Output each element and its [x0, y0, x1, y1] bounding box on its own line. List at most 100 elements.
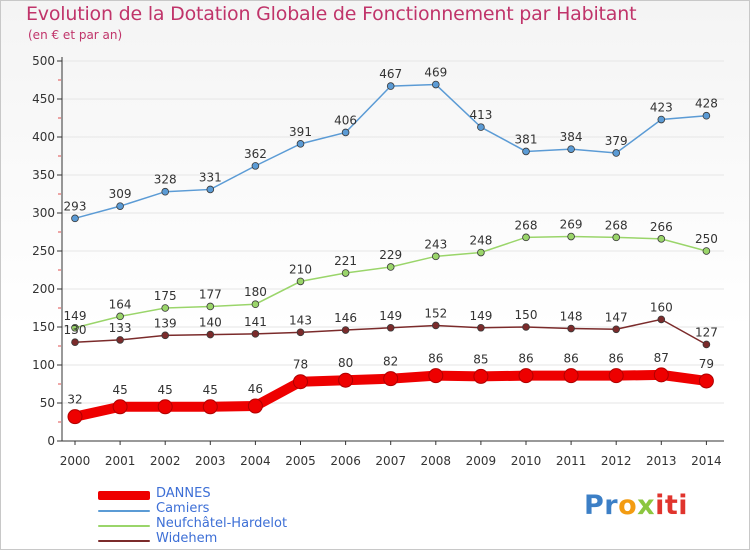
legend-label-widehem: Widehem — [156, 531, 218, 546]
legend-label-camiers: Camiers — [156, 501, 210, 516]
data-label-dannes: 78 — [293, 358, 308, 372]
data-label-widehem: 127 — [695, 325, 718, 339]
data-label-camiers: 293 — [64, 199, 87, 213]
point-camiers — [296, 140, 305, 148]
point-camiers — [522, 147, 530, 156]
legend-label-dannes: DANNES — [156, 486, 211, 501]
data-label-widehem: 152 — [424, 306, 447, 320]
point-widehem — [567, 324, 575, 333]
x-tick-label: 2014 — [691, 454, 722, 468]
data-label-camiers: 328 — [154, 173, 177, 187]
point-neufchatel-hardelot — [116, 312, 124, 321]
point-neufchatel-hardelot — [296, 277, 305, 286]
point-neufchatel-hardelot — [71, 323, 79, 332]
data-label-neufchatel-hardelot: 268 — [515, 218, 538, 232]
data-label-widehem: 139 — [154, 316, 177, 330]
data-label-dannes: 87 — [654, 351, 669, 365]
data-label-widehem: 143 — [289, 313, 312, 327]
data-label-camiers: 406 — [334, 113, 357, 127]
point-widehem — [341, 326, 350, 334]
point-dannes — [247, 398, 263, 414]
point-neufchatel-hardelot — [702, 247, 711, 255]
y-tick-label: 500 — [32, 54, 55, 68]
point-widehem — [386, 323, 395, 332]
x-tick-label: 2012 — [601, 454, 632, 468]
point-widehem — [702, 340, 711, 349]
data-label-neufchatel-hardelot: 164 — [109, 297, 132, 311]
data-label-camiers: 362 — [244, 147, 267, 161]
data-label-dannes: 86 — [609, 352, 624, 366]
data-label-camiers: 331 — [199, 170, 222, 184]
point-dannes — [157, 399, 173, 415]
x-tick-label: 2004 — [240, 454, 271, 468]
data-label-camiers: 379 — [605, 134, 628, 148]
y-tick-label: 50 — [40, 396, 55, 410]
data-label-widehem: 146 — [334, 311, 357, 325]
data-label-dannes: 86 — [518, 352, 533, 366]
point-widehem — [612, 325, 620, 334]
point-camiers — [612, 149, 620, 157]
x-tick-label: 2008 — [421, 454, 452, 468]
point-widehem — [477, 323, 485, 332]
data-label-camiers: 467 — [379, 67, 402, 81]
data-label-widehem: 147 — [605, 310, 628, 324]
data-label-camiers: 384 — [560, 130, 583, 144]
x-tick-label: 2006 — [330, 454, 361, 468]
x-tick-label: 2009 — [466, 454, 497, 468]
point-dannes — [518, 368, 534, 384]
data-label-neufchatel-hardelot: 180 — [244, 285, 267, 299]
proxiti-logo: Proxiti — [584, 490, 689, 521]
x-tick-label: 2010 — [511, 454, 542, 468]
point-dannes — [653, 367, 669, 383]
data-label-dannes: 79 — [699, 357, 714, 371]
data-label-neufchatel-hardelot: 250 — [695, 232, 718, 246]
data-label-camiers: 309 — [109, 187, 132, 201]
y-tick-label: 200 — [32, 282, 55, 296]
point-dannes — [202, 399, 218, 415]
data-label-widehem: 140 — [199, 316, 222, 330]
legend-swatch-widehem — [98, 540, 150, 542]
point-neufchatel-hardelot — [341, 269, 350, 277]
point-dannes — [383, 371, 399, 387]
y-tick-label: 0 — [47, 434, 55, 448]
data-label-dannes: 45 — [112, 383, 127, 397]
data-label-camiers: 391 — [289, 125, 312, 139]
data-label-widehem: 148 — [560, 310, 583, 324]
data-label-neufchatel-hardelot: 149 — [64, 309, 87, 323]
point-camiers — [251, 162, 260, 170]
data-label-widehem: 141 — [244, 315, 267, 329]
y-tick-label: 150 — [32, 320, 55, 334]
x-tick-label: 2007 — [375, 454, 406, 468]
point-widehem — [296, 328, 305, 337]
legend-swatch-camiers — [98, 510, 150, 512]
point-camiers — [477, 123, 485, 131]
legend-swatch-dannes — [98, 491, 150, 500]
point-camiers — [116, 202, 124, 210]
y-tick-label: 250 — [32, 244, 55, 258]
point-dannes — [608, 368, 624, 384]
x-tick-label: 2000 — [60, 454, 91, 468]
x-tick-label: 2011 — [556, 454, 587, 468]
data-label-camiers: 428 — [695, 97, 718, 111]
data-label-widehem: 150 — [515, 308, 538, 322]
point-camiers — [431, 80, 440, 89]
point-dannes — [338, 372, 354, 388]
point-dannes — [67, 409, 83, 425]
point-widehem — [116, 336, 124, 344]
point-camiers — [341, 128, 350, 137]
point-camiers — [206, 185, 215, 194]
point-camiers — [702, 111, 711, 120]
data-label-neufchatel-hardelot: 269 — [560, 218, 583, 232]
data-label-neufchatel-hardelot: 243 — [424, 237, 447, 251]
point-widehem — [431, 321, 440, 330]
data-label-neufchatel-hardelot: 248 — [469, 234, 492, 248]
point-widehem — [657, 315, 666, 324]
point-neufchatel-hardelot — [206, 302, 215, 311]
y-tick-label: 100 — [32, 358, 55, 372]
point-neufchatel-hardelot — [386, 263, 395, 271]
x-tick-label: 2002 — [150, 454, 181, 468]
data-label-widehem: 149 — [379, 309, 402, 323]
point-camiers — [657, 115, 666, 124]
data-label-camiers: 381 — [515, 132, 538, 146]
